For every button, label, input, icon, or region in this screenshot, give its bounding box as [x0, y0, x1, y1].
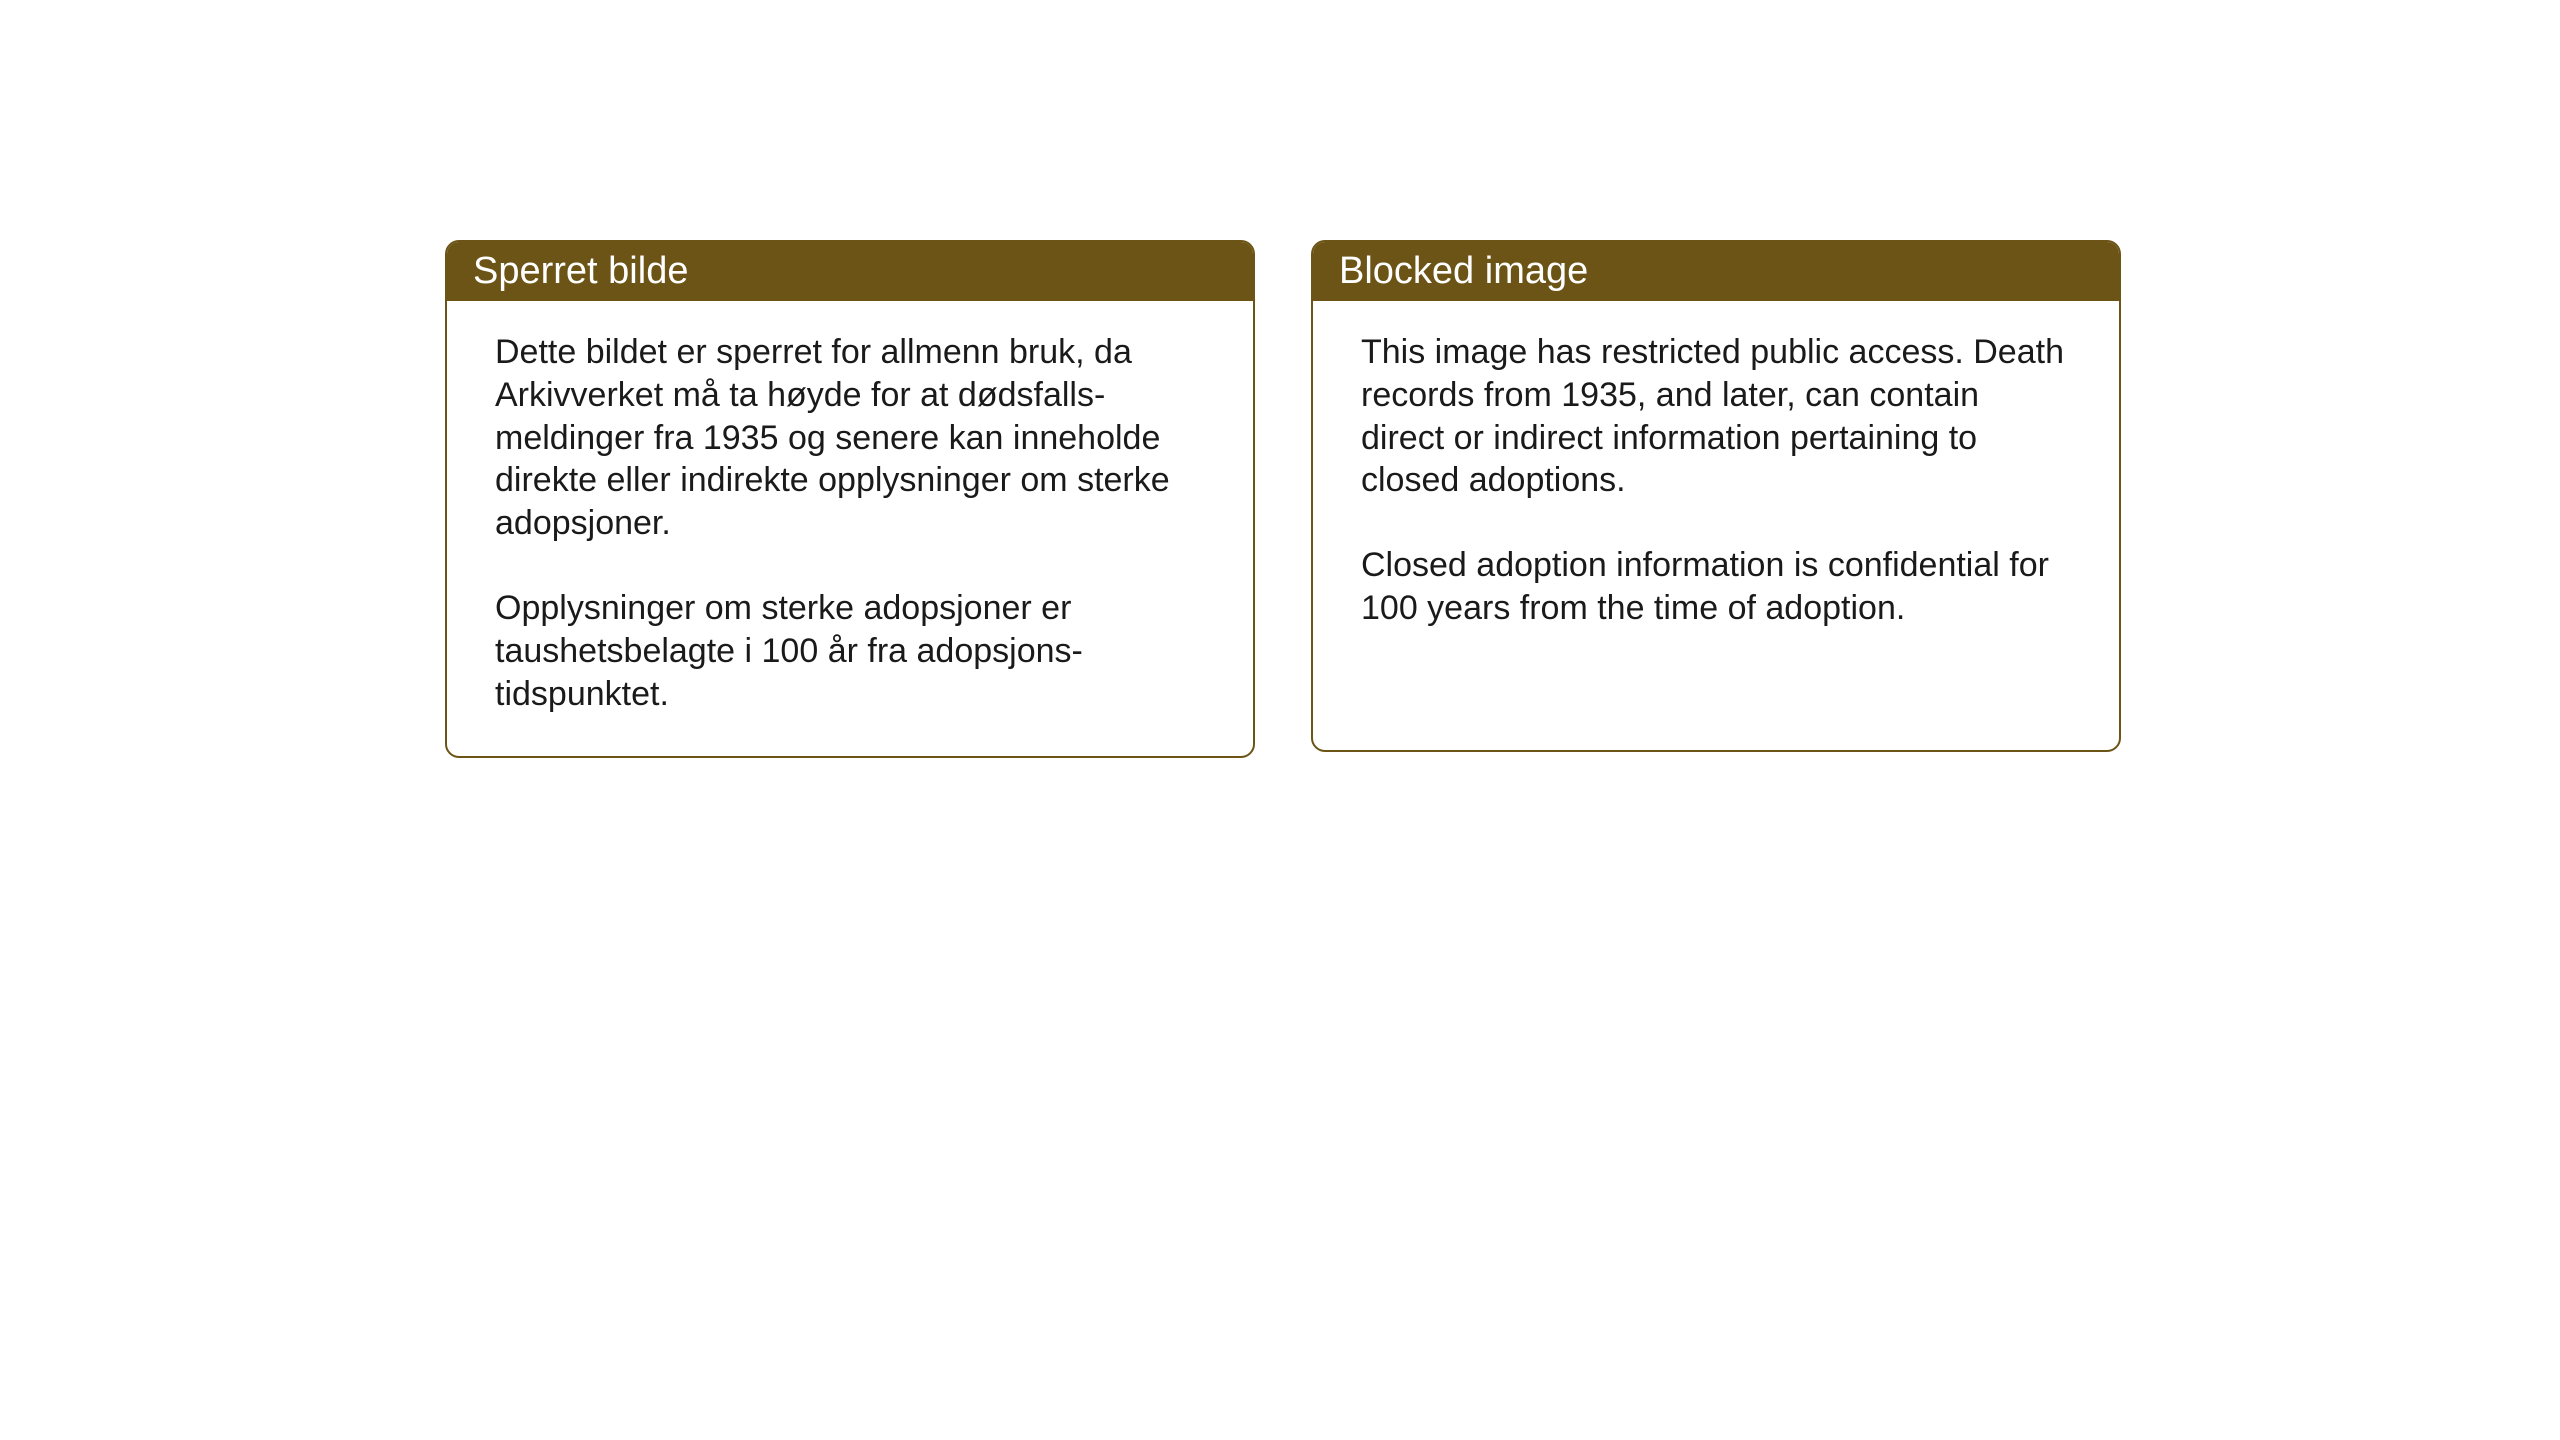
notice-card-english: Blocked image This image has restricted …	[1311, 240, 2121, 752]
notice-body-english: This image has restricted public access.…	[1313, 301, 2119, 670]
notice-card-norwegian: Sperret bilde Dette bildet er sperret fo…	[445, 240, 1255, 758]
notice-title-norwegian: Sperret bilde	[447, 242, 1253, 301]
notice-paragraph-2-norwegian: Opplysninger om sterke adopsjoner er tau…	[495, 587, 1205, 715]
notice-container: Sperret bilde Dette bildet er sperret fo…	[445, 240, 2121, 758]
notice-paragraph-2-english: Closed adoption information is confident…	[1361, 544, 2071, 630]
notice-title-english: Blocked image	[1313, 242, 2119, 301]
notice-paragraph-1-norwegian: Dette bildet er sperret for allmenn bruk…	[495, 331, 1205, 545]
notice-body-norwegian: Dette bildet er sperret for allmenn bruk…	[447, 301, 1253, 756]
notice-paragraph-1-english: This image has restricted public access.…	[1361, 331, 2071, 502]
